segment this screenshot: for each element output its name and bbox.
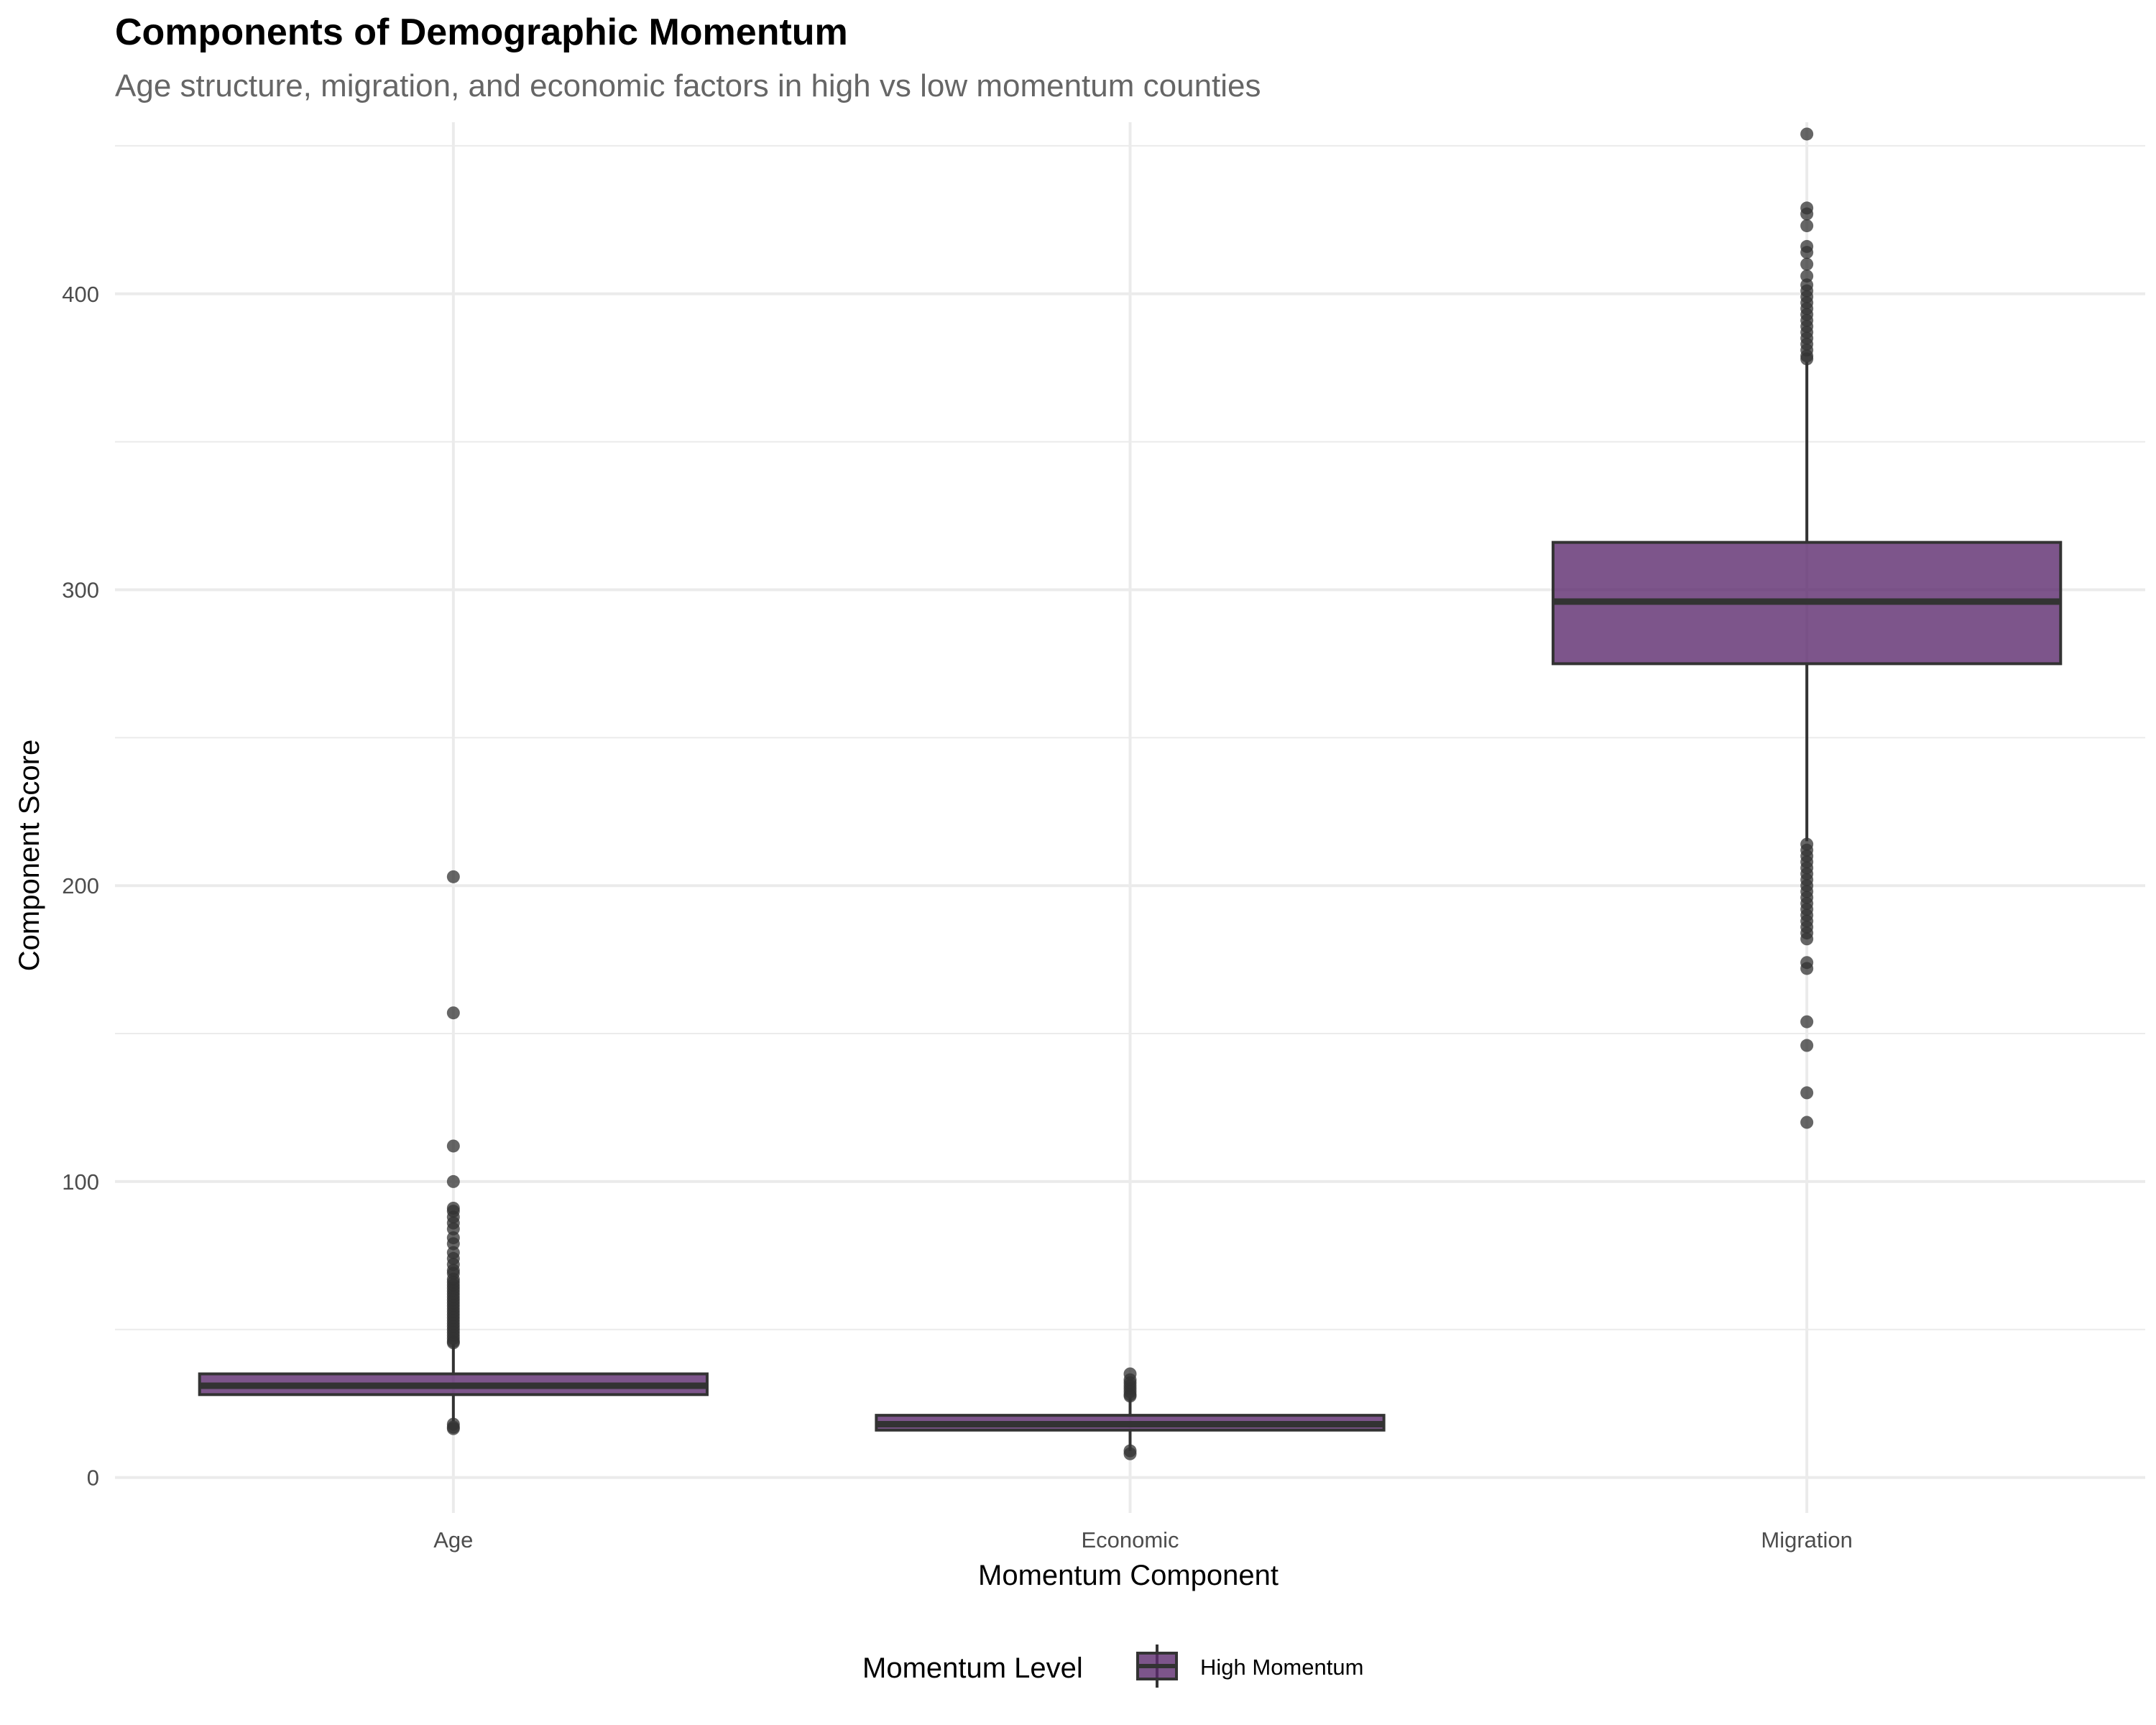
legend-key-high-momentum [1136, 1644, 1178, 1688]
outlier-point [1800, 1015, 1814, 1029]
chart-subtitle: Age structure, migration, and economic f… [115, 68, 1261, 104]
outlier-point [446, 1237, 460, 1251]
outlier-point [1800, 127, 1814, 141]
y-tick-label: 300 [62, 577, 99, 602]
y-tick-label: 200 [62, 873, 99, 898]
y-tick-label: 0 [87, 1466, 99, 1491]
x-tick-label: Economic [1081, 1527, 1179, 1552]
outlier-point [1123, 1389, 1137, 1403]
outlier-point [446, 1422, 460, 1435]
outlier-point [1800, 962, 1814, 975]
legend: Momentum Level High Momentum [862, 1644, 1363, 1688]
outlier-point [1800, 257, 1814, 271]
box-economic [875, 1367, 1386, 1460]
y-axis-ticks: 0 100 200 300 400 [62, 282, 99, 1491]
outlier-point [1800, 270, 1814, 283]
outlier-point [446, 1006, 460, 1020]
outlier-point [1800, 1039, 1814, 1052]
x-axis-title: Momentum Component [978, 1560, 1279, 1591]
outlier-point [1800, 1086, 1814, 1100]
box-age [198, 870, 709, 1435]
legend-title: Momentum Level [862, 1652, 1083, 1684]
box-marks [198, 127, 2063, 1460]
outlier-point [1800, 932, 1814, 946]
outlier-point [1800, 1116, 1814, 1129]
y-axis-title: Component Score [14, 740, 45, 971]
outlier-point [446, 1174, 460, 1188]
outlier-point [1800, 352, 1814, 366]
y-tick-label: 100 [62, 1169, 99, 1195]
x-tick-label: Migration [1761, 1527, 1853, 1552]
outlier-point [1123, 1447, 1137, 1460]
legend-label-high-momentum: High Momentum [1200, 1655, 1363, 1680]
outlier-point [1800, 219, 1814, 233]
outlier-point [446, 1139, 460, 1153]
y-tick-label: 400 [62, 282, 99, 307]
plot-panel: 0 100 200 300 400 Age Economic Migration [62, 122, 2145, 1552]
outlier-point [1800, 246, 1814, 259]
x-axis-ticks: Age Economic Migration [433, 1527, 1853, 1552]
chart-title: Components of Demographic Momentum [115, 12, 848, 53]
grid-lines [115, 122, 2145, 1513]
outlier-point [446, 870, 460, 883]
outlier-point [446, 1222, 460, 1236]
x-tick-label: Age [433, 1527, 473, 1552]
outlier-point [1800, 207, 1814, 221]
box-migration [1552, 127, 2063, 1129]
outlier-point [446, 1336, 460, 1350]
